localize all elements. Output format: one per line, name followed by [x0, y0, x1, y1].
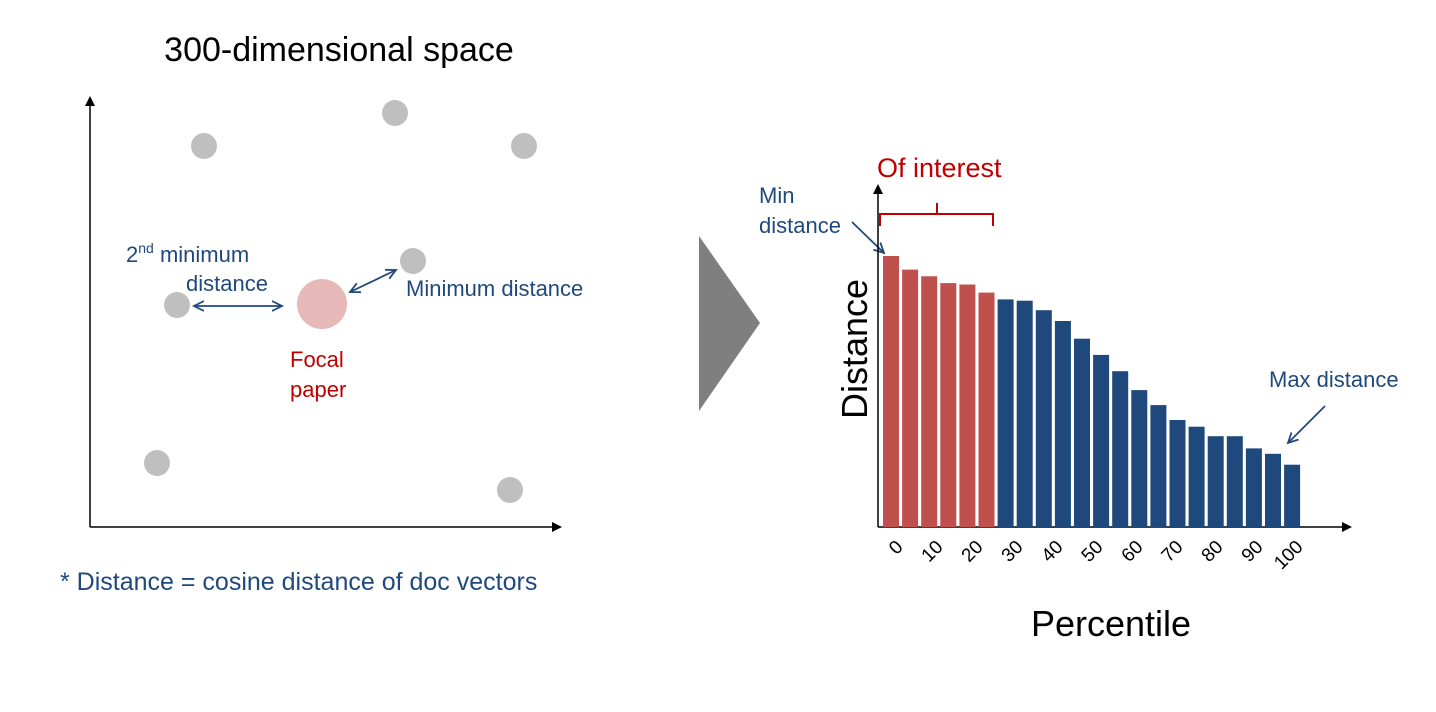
of-interest-bracket [879, 203, 994, 226]
bar [1131, 390, 1148, 527]
bar-highlighted [959, 284, 976, 527]
bar [1074, 338, 1090, 527]
bar-highlighted [902, 269, 919, 527]
bar [1112, 371, 1129, 527]
bar-highlighted [978, 292, 995, 527]
min-distance-label: Minimum distance [406, 276, 583, 301]
bar [1284, 464, 1301, 527]
nearest-doc-dot [400, 248, 426, 274]
bar [1016, 300, 1033, 527]
x-tick-label: 50 [1078, 537, 1108, 567]
transition-arrow-icon [699, 236, 760, 411]
doc-dot [144, 450, 170, 476]
min-annot-line1: Min [759, 183, 794, 208]
max-annot-arrow [1288, 405, 1326, 443]
bar [1054, 321, 1071, 527]
bar [997, 299, 1014, 527]
footnote: * Distance = cosine distance of doc vect… [60, 568, 537, 596]
x-tick-label: 90 [1238, 537, 1268, 567]
bar [1226, 436, 1243, 527]
second-min-distance-label: 2nd minimum [126, 240, 249, 267]
doc-dot [382, 100, 408, 126]
second-nearest-doc-dot [164, 292, 190, 318]
y-axis-label: Distance [834, 279, 875, 419]
x-tick-label: 70 [1158, 537, 1188, 567]
x-tick-label: 20 [958, 537, 988, 567]
doc-dot [511, 133, 537, 159]
x-tick-label: 100 [1270, 537, 1307, 574]
x-tick-label: 80 [1198, 537, 1228, 567]
focal-label-line2: paper [290, 377, 346, 402]
doc-dot [497, 477, 523, 503]
min-distance-arrow [350, 270, 396, 292]
bar-highlighted [883, 256, 899, 527]
bar-highlighted [921, 276, 938, 527]
bar [1207, 436, 1224, 527]
bar [1150, 405, 1167, 528]
bar [1169, 420, 1186, 527]
focal-label-line1: Focal [290, 347, 344, 372]
second-min-rest: minimum [154, 242, 249, 267]
x-tick-label: 60 [1118, 537, 1148, 567]
x-tick-label: 40 [1038, 537, 1068, 567]
x-tick-label: 0 [885, 537, 907, 559]
bar [1035, 310, 1052, 527]
min-annot-arrow [851, 221, 884, 253]
of-interest-label: Of interest [877, 153, 1002, 183]
x-tick-label: 10 [918, 537, 948, 567]
bar-highlighted [940, 283, 957, 527]
min-annot-line2: distance [759, 213, 841, 238]
x-axis-label: Percentile [1031, 603, 1191, 644]
bar-series [883, 256, 1301, 528]
doc-dot [191, 133, 217, 159]
x-tick-labels: 0 10 20 30 40 50 60 70 80 90 100 [885, 537, 1307, 574]
second-min-prefix: 2 [126, 242, 138, 267]
bar [1245, 448, 1262, 527]
bar [1093, 354, 1110, 527]
bar [1265, 453, 1281, 527]
focal-paper-dot [297, 279, 347, 329]
second-min-sup: nd [138, 240, 154, 256]
x-tick-label: 30 [998, 537, 1028, 567]
bar [1188, 426, 1205, 527]
max-annot-label: Max distance [1269, 367, 1399, 392]
second-min-distance-label-line2: distance [186, 271, 268, 296]
left-panel-title: 300-dimensional space [164, 31, 514, 69]
